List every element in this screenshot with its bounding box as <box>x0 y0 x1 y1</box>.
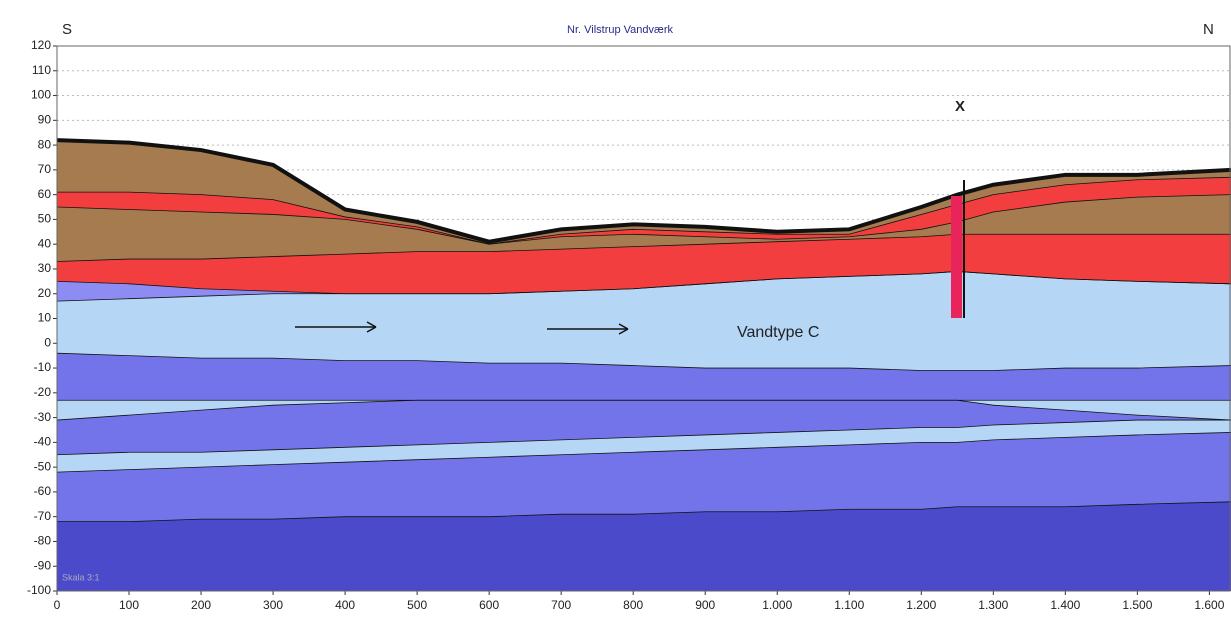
chart-title: Nr. Vilstrup Vandværk <box>567 24 673 36</box>
x-tick-label: 900 <box>695 598 715 612</box>
x-tick-label: 300 <box>263 598 283 612</box>
flow-arrow-head <box>618 323 629 335</box>
annotation: X <box>955 98 965 115</box>
layer <box>57 400 1231 455</box>
x-tick-label: 1.200 <box>906 598 936 612</box>
y-tick-label: 60 <box>38 187 52 201</box>
y-tick-label: -50 <box>34 459 52 473</box>
y-tick-label: -20 <box>34 385 52 399</box>
annotation: Vandtype C <box>737 324 819 341</box>
y-tick-label: -90 <box>34 558 52 572</box>
x-tick-label: 1.400 <box>1050 598 1080 612</box>
annotation: Skala 3:1 <box>62 572 100 582</box>
x-tick-label: 1.500 <box>1122 598 1152 612</box>
boundary-line <box>56 432 1231 473</box>
x-tick-label: 700 <box>551 598 571 612</box>
y-tick-label: 70 <box>38 162 52 176</box>
boundary-line <box>57 501 1231 523</box>
flow-arrow-head <box>366 321 377 333</box>
boundary-line <box>56 399 1231 421</box>
layer <box>57 234 1231 294</box>
y-tick-label: -30 <box>34 410 52 424</box>
left-label: S <box>62 21 72 38</box>
boundary-line <box>56 233 1231 262</box>
y-tick-label: -70 <box>34 509 52 523</box>
layer <box>57 501 1231 591</box>
layer <box>57 177 1231 245</box>
right-label: N <box>1203 21 1214 38</box>
x-tick-label: 1.300 <box>978 598 1008 612</box>
y-tick-label: -40 <box>34 435 52 449</box>
y-tick-label: 90 <box>38 112 52 126</box>
y-tick-label: 110 <box>32 63 51 77</box>
boundary-line <box>56 352 1231 371</box>
layer <box>57 194 1231 262</box>
layer <box>57 432 1231 522</box>
y-tick-label: 40 <box>38 236 52 250</box>
x-tick-label: 1.100 <box>834 598 864 612</box>
x-tick-label: 400 <box>335 598 355 612</box>
x-tick-label: 100 <box>119 598 139 612</box>
y-tick-label: 50 <box>38 212 52 226</box>
y-tick-label: 0 <box>44 335 51 349</box>
boundary-line <box>57 176 1231 245</box>
layers <box>56 138 1231 591</box>
layer <box>57 353 1231 401</box>
boundary-line <box>56 271 1231 302</box>
y-tick-label: 120 <box>31 38 51 52</box>
plot-frame <box>56 45 1231 592</box>
borehole <box>951 196 962 318</box>
layer <box>57 140 1231 245</box>
x-tick-label: 1.600 <box>1194 598 1224 612</box>
layer <box>57 400 1231 421</box>
x-tick-label: 200 <box>191 598 211 612</box>
x-tick-label: 0 <box>54 598 61 612</box>
y-tick-label: 30 <box>38 261 52 275</box>
x-tick-label: 500 <box>407 598 427 612</box>
x-tick-label: 1.000 <box>762 598 792 612</box>
y-tick-label: 80 <box>38 137 52 151</box>
y-tick-label: 20 <box>38 286 52 300</box>
y-tick-label: -80 <box>34 534 52 548</box>
y-tick-label: 100 <box>31 88 51 102</box>
x-tick-label: 800 <box>623 598 643 612</box>
layer <box>57 420 1231 473</box>
layer <box>57 271 1231 371</box>
x-tick-label: 600 <box>479 598 499 612</box>
overlay: -100-90-80-70-60-50-40-30-20-10010203040… <box>27 38 1231 612</box>
boundary-line <box>56 194 1231 245</box>
y-tick-label: -60 <box>34 484 52 498</box>
y-tick-label: -100 <box>27 583 51 597</box>
y-tick-label: 10 <box>38 311 52 325</box>
y-tick-label: -10 <box>34 360 52 374</box>
boundary-line <box>56 419 1231 456</box>
terrain-line <box>56 138 1231 244</box>
